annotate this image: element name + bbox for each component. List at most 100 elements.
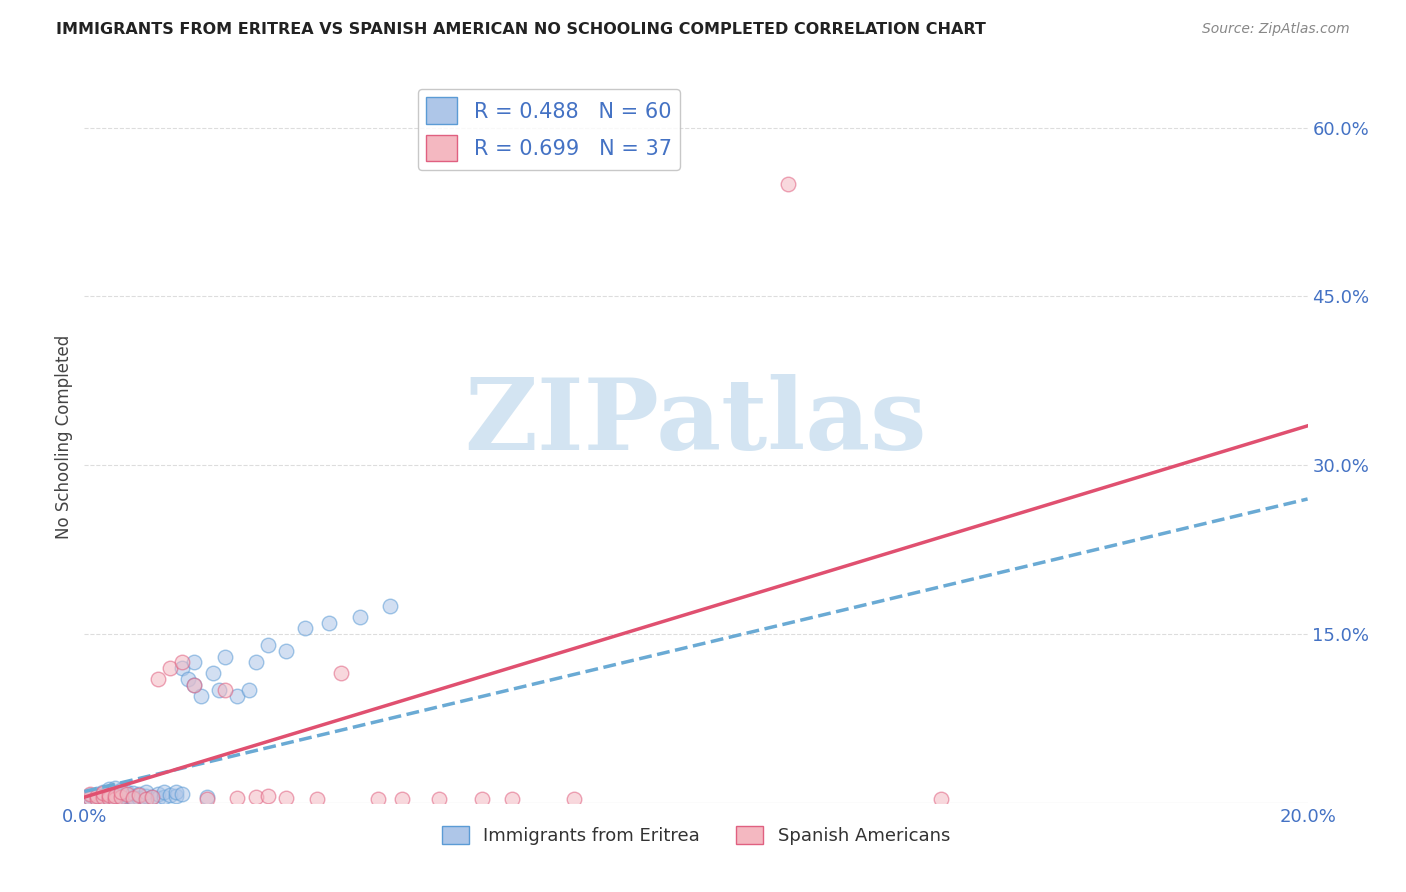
Point (502, 792, 524, 806)
Point (153, 784, 176, 798)
Point (183, 678, 205, 692)
Point (238, 683, 260, 698)
Point (86, 789, 108, 803)
Point (146, 787, 169, 801)
Point (122, 790, 145, 805)
Point (104, 786, 127, 800)
Point (115, 788, 138, 802)
Point (183, 678, 205, 692)
Point (245, 790, 267, 805)
Point (79, 791, 101, 805)
Point (79, 788, 101, 802)
Point (214, 683, 236, 698)
Point (146, 672, 169, 686)
Point (367, 792, 389, 806)
Y-axis label: No Schooling Completed: No Schooling Completed (55, 335, 73, 539)
Point (159, 661, 181, 675)
Point (128, 788, 150, 802)
Point (153, 790, 176, 805)
Point (104, 781, 127, 796)
Point (929, 792, 952, 806)
Point (122, 792, 145, 806)
Point (91, 790, 114, 805)
Point (115, 791, 138, 805)
Point (776, 177, 799, 191)
Point (91, 791, 114, 805)
Point (427, 792, 450, 806)
Point (330, 666, 353, 681)
Point (86, 792, 108, 806)
Point (226, 689, 249, 703)
Point (110, 787, 132, 801)
Point (257, 789, 280, 803)
Point (79, 787, 101, 801)
Point (86, 790, 108, 805)
Point (110, 790, 132, 805)
Point (141, 790, 163, 805)
Point (86, 792, 108, 806)
Point (471, 792, 494, 806)
Point (245, 655, 267, 669)
Point (562, 792, 585, 806)
Text: Source: ZipAtlas.com: Source: ZipAtlas.com (1202, 22, 1350, 37)
Point (349, 610, 371, 624)
Point (104, 789, 127, 803)
Point (208, 683, 231, 698)
Point (135, 792, 157, 806)
Point (190, 689, 212, 703)
Point (165, 784, 187, 798)
Point (79, 791, 101, 805)
Point (135, 792, 157, 806)
Point (305, 792, 328, 806)
Point (172, 655, 194, 669)
Point (135, 784, 157, 798)
Point (177, 672, 200, 686)
Point (91, 793, 114, 807)
Point (214, 649, 236, 664)
Point (104, 792, 127, 806)
Point (86, 787, 108, 801)
Point (276, 791, 298, 805)
Point (128, 787, 150, 801)
Point (97, 791, 120, 805)
Point (115, 784, 138, 798)
Point (97, 782, 120, 797)
Point (159, 788, 181, 802)
Point (257, 638, 280, 652)
Point (91, 789, 114, 803)
Point (91, 784, 114, 798)
Point (195, 790, 218, 805)
Point (141, 790, 163, 805)
Legend: Immigrants from Eritrea, Spanish Americans: Immigrants from Eritrea, Spanish America… (434, 819, 957, 852)
Point (172, 787, 194, 801)
Point (110, 790, 132, 805)
Point (91, 786, 114, 800)
Point (97, 787, 120, 801)
Point (172, 661, 194, 675)
Point (128, 791, 150, 805)
Point (391, 792, 413, 806)
Point (294, 621, 316, 635)
Point (318, 615, 340, 630)
Point (135, 789, 157, 803)
Text: IMMIGRANTS FROM ERITREA VS SPANISH AMERICAN NO SCHOOLING COMPLETED CORRELATION C: IMMIGRANTS FROM ERITREA VS SPANISH AMERI… (56, 22, 986, 37)
Point (97, 792, 120, 806)
Point (165, 789, 187, 803)
Point (146, 791, 169, 805)
Text: ZIPatlas: ZIPatlas (465, 374, 927, 471)
Point (110, 792, 132, 806)
Point (115, 787, 138, 801)
Point (104, 793, 127, 807)
Point (97, 788, 120, 802)
Point (183, 655, 205, 669)
Point (110, 784, 132, 798)
Point (122, 786, 145, 800)
Point (201, 666, 224, 681)
Point (276, 644, 298, 658)
Point (110, 783, 132, 797)
Point (195, 792, 218, 806)
Point (97, 790, 120, 805)
Point (122, 791, 145, 805)
Point (226, 791, 249, 805)
Point (104, 789, 127, 803)
